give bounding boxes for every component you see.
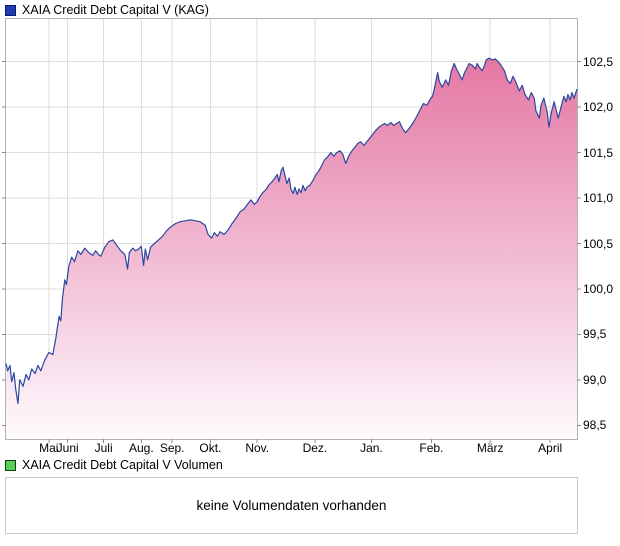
y-tick-label: 102,5: [583, 54, 614, 69]
x-tick-label: Dez.: [302, 441, 328, 455]
price-chart-svg: [2, 19, 581, 443]
y-tick-label: 98,5: [583, 418, 607, 433]
y-tick-label: 102,0: [583, 100, 614, 115]
x-tick-label: Nov.: [245, 441, 270, 455]
volume-legend-label: XAIA Credit Debt Capital V Volumen: [22, 458, 223, 472]
x-tick-label: Sep.: [159, 441, 185, 455]
volume-series-marker-icon: [5, 459, 16, 471]
chart-title: XAIA Credit Debt Capital V (KAG): [22, 3, 209, 17]
x-tick-label: April: [538, 441, 563, 455]
y-tick-label: 100,0: [583, 282, 614, 296]
x-tick-label: März: [476, 441, 504, 455]
y-tick-label: 99,5: [583, 327, 607, 342]
y-tick-label: 101,5: [583, 145, 614, 160]
x-tick-label: Mai: [39, 441, 59, 455]
x-tick-label: Okt.: [199, 441, 222, 455]
y-tick-label: 101,0: [583, 191, 614, 206]
x-tick-label: Feb.: [419, 441, 444, 455]
x-tick-label: Aug.: [128, 441, 154, 455]
y-tick-label: 100,5: [583, 236, 614, 251]
x-tick-label: Jan.: [360, 441, 383, 455]
x-tick-label: Juli: [94, 441, 113, 455]
volume-panel: keine Volumendaten vorhanden: [5, 477, 578, 534]
volume-legend: XAIA Credit Debt Capital V Volumen: [5, 459, 223, 471]
fund-series-marker-icon: [5, 4, 16, 16]
price-chart-plot-area: [2, 18, 581, 443]
no-volume-data-message: keine Volumendaten vorhanden: [196, 498, 387, 513]
x-tick-label: Juni: [56, 441, 79, 455]
chart-legend: XAIA Credit Debt Capital V (KAG): [5, 4, 209, 16]
y-tick-label: 99,0: [583, 372, 607, 387]
